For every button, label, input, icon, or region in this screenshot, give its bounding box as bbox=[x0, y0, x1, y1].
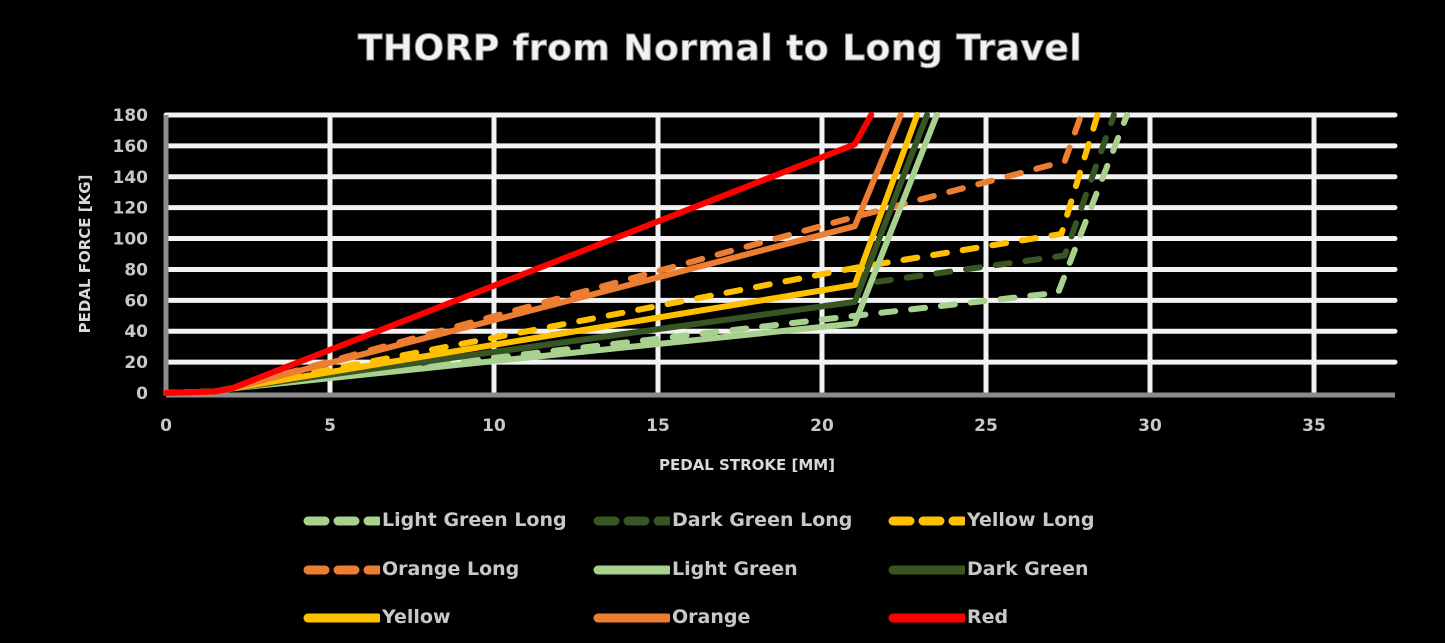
x-tick-label: 0 bbox=[160, 416, 172, 436]
legend-label: Orange bbox=[672, 606, 751, 628]
legend-swatch-icon bbox=[593, 516, 670, 526]
legend-swatch-icon bbox=[593, 565, 670, 575]
y-tick-label: 20 bbox=[124, 353, 148, 373]
legend-item: Yellow Long bbox=[885, 505, 1094, 535]
series-line-red bbox=[163, 112, 875, 396]
x-tick-label: 20 bbox=[810, 416, 834, 436]
series-line-yellow-long bbox=[163, 112, 1101, 396]
legend-label: Red bbox=[967, 606, 1009, 628]
y-tick-label: 80 bbox=[124, 260, 148, 280]
legend-swatch-icon bbox=[888, 516, 965, 526]
y-axis-title: PEDAL FORCE [KG] bbox=[76, 175, 94, 334]
chart-title: THORP from Normal to Long Travel bbox=[357, 28, 1083, 70]
legend-swatch-icon bbox=[303, 565, 380, 575]
axes bbox=[163, 115, 1395, 398]
x-tick-label: 10 bbox=[482, 416, 506, 436]
legend-swatch-icon bbox=[888, 565, 965, 575]
x-tick-label: 25 bbox=[974, 416, 998, 436]
y-tick-label: 60 bbox=[124, 291, 148, 311]
legend-swatch-icon bbox=[593, 613, 670, 623]
legend-item: Dark Green Long bbox=[590, 505, 852, 535]
y-tick-label: 120 bbox=[113, 199, 149, 219]
series-line-light-green-long bbox=[163, 112, 1130, 396]
series-line-dark-green bbox=[163, 112, 930, 396]
y-tick-label: 160 bbox=[113, 137, 149, 157]
y-tick-label: 140 bbox=[113, 168, 149, 188]
series-lines bbox=[163, 112, 1130, 396]
legend-item: Dark Green bbox=[885, 554, 1088, 584]
x-tick-label: 15 bbox=[646, 416, 670, 436]
legend-label: Light Green Long bbox=[382, 509, 567, 531]
legend-swatch-icon bbox=[303, 613, 380, 623]
x-tick-label: 35 bbox=[1302, 416, 1326, 436]
legend-item: Orange bbox=[590, 602, 750, 632]
legend-item: Yellow bbox=[300, 602, 451, 632]
legend-label: Orange Long bbox=[382, 558, 520, 580]
plot-area: 0 20 40 60 80 100 120 140 160 180 0 5 10 15 20 25 30 35 P… bbox=[76, 106, 1398, 474]
legend-label: Light Green bbox=[672, 558, 798, 580]
legend-item: Light Green Long bbox=[300, 505, 567, 535]
legend-item: Light Green bbox=[590, 554, 798, 584]
legend-label: Dark Green Long bbox=[672, 509, 853, 531]
y-tick-label: 100 bbox=[113, 230, 149, 250]
legend-item: Red bbox=[885, 602, 1008, 632]
legend-swatch-icon bbox=[303, 516, 380, 526]
series-line-yellow bbox=[163, 112, 921, 396]
legend-label: Yellow bbox=[382, 606, 451, 628]
y-tick-label: 40 bbox=[124, 322, 148, 342]
legend-item: Orange Long bbox=[300, 554, 519, 584]
legend-label: Dark Green bbox=[967, 558, 1089, 580]
x-tick-label: 30 bbox=[1138, 416, 1162, 436]
legend-label: Yellow Long bbox=[967, 509, 1095, 531]
x-axis-title: PEDAL STROKE [MM] bbox=[659, 456, 835, 474]
tick-labels: 0 20 40 60 80 100 120 140 160 180 0 5 10 15 20 25 30 35 bbox=[113, 106, 1326, 436]
y-tick-label: 180 bbox=[113, 106, 149, 126]
x-tick-label: 5 bbox=[324, 416, 336, 436]
gridlines bbox=[163, 112, 1398, 393]
series-line-dark-green-long bbox=[163, 112, 1117, 396]
y-tick-label: 0 bbox=[136, 384, 148, 404]
legend-swatch-icon bbox=[888, 613, 965, 623]
